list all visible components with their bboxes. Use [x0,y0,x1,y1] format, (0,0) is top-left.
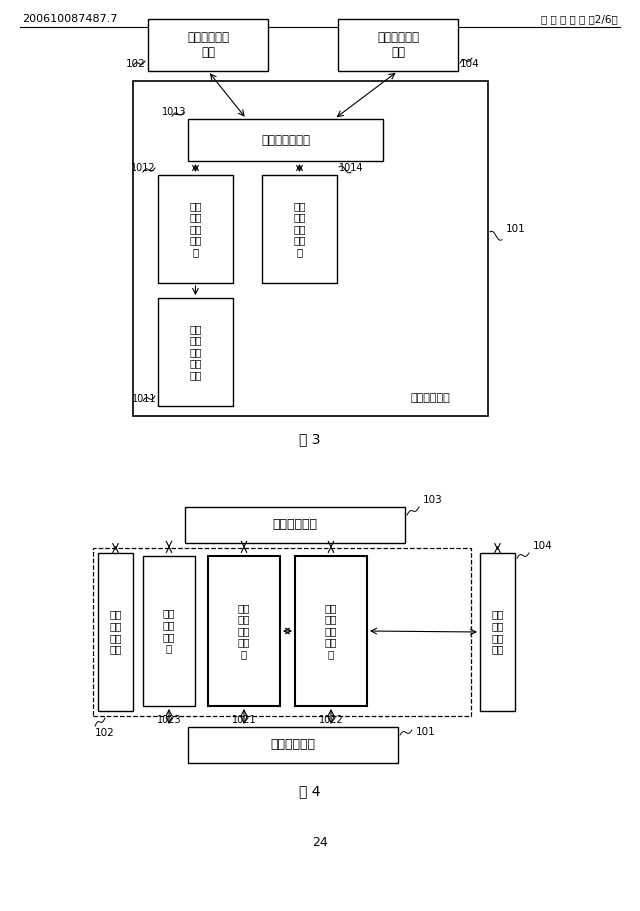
Text: 1013: 1013 [161,107,186,117]
Text: 页面
脚本
解析
子模
块: 页面 脚本 解析 子模 块 [237,603,250,660]
Text: 1011: 1011 [131,394,156,404]
Bar [158,298,233,406]
Text: 事件
控制
子模
块: 事件 控制 子模 块 [163,609,175,653]
Text: 数据处理模块: 数据处理模块 [271,739,316,752]
Bar [208,556,280,706]
Bar [158,175,233,283]
Bar [98,553,133,711]
Text: 脚本
语言
解析
模块: 脚本 语言 解析 模块 [109,609,122,654]
Bar [133,81,488,416]
Bar [480,553,515,711]
Bar [188,119,383,161]
Text: 本地
文件
访问
子模
块: 本地 文件 访问 子模 块 [293,200,306,257]
Text: 1012: 1012 [131,163,156,173]
Text: 脚本解析语言
模块: 脚本解析语言 模块 [187,31,229,59]
Text: 101: 101 [506,224,525,234]
Bar [188,727,398,763]
Text: 网络
接入
点选
择子
模块: 网络 接入 点选 择子 模块 [189,323,202,380]
Text: 103: 103 [423,495,443,505]
Bar [262,175,337,283]
Text: 图 3: 图 3 [300,432,321,446]
Bar [148,19,268,71]
Bar [295,556,367,706]
Text: 102: 102 [126,59,146,69]
Text: 说 明 书 附 图 第2/6页: 说 明 书 附 图 第2/6页 [541,14,618,24]
Text: 1023: 1023 [157,715,181,725]
Text: 200610087487.7: 200610087487.7 [22,14,118,24]
Text: 网络
链路
处理
子模
块: 网络 链路 处理 子模 块 [189,200,202,257]
Text: 用户界面模块: 用户界面模块 [273,518,317,531]
Text: 业务逻辑处理
模块: 业务逻辑处理 模块 [377,31,419,59]
Text: 1021: 1021 [232,715,256,725]
Text: 24: 24 [312,836,328,849]
Text: 图 4: 图 4 [300,784,321,798]
Text: 数据控制子模块: 数据控制子模块 [261,134,310,147]
Bar [143,556,195,706]
Text: 101: 101 [416,727,436,737]
Text: 地图
脚本
解析
子模
块: 地图 脚本 解析 子模 块 [324,603,337,660]
Text: 1022: 1022 [319,715,344,725]
Bar [93,548,471,716]
Bar [338,19,458,71]
Text: 102: 102 [95,728,115,738]
Text: 104: 104 [460,59,480,69]
Text: 104: 104 [533,541,553,551]
Text: 业务
逻辑
处理
模块: 业务 逻辑 处理 模块 [492,609,504,654]
Text: 数据处理模块: 数据处理模块 [410,393,450,403]
Text: 1014: 1014 [339,163,364,173]
Bar [185,507,405,543]
